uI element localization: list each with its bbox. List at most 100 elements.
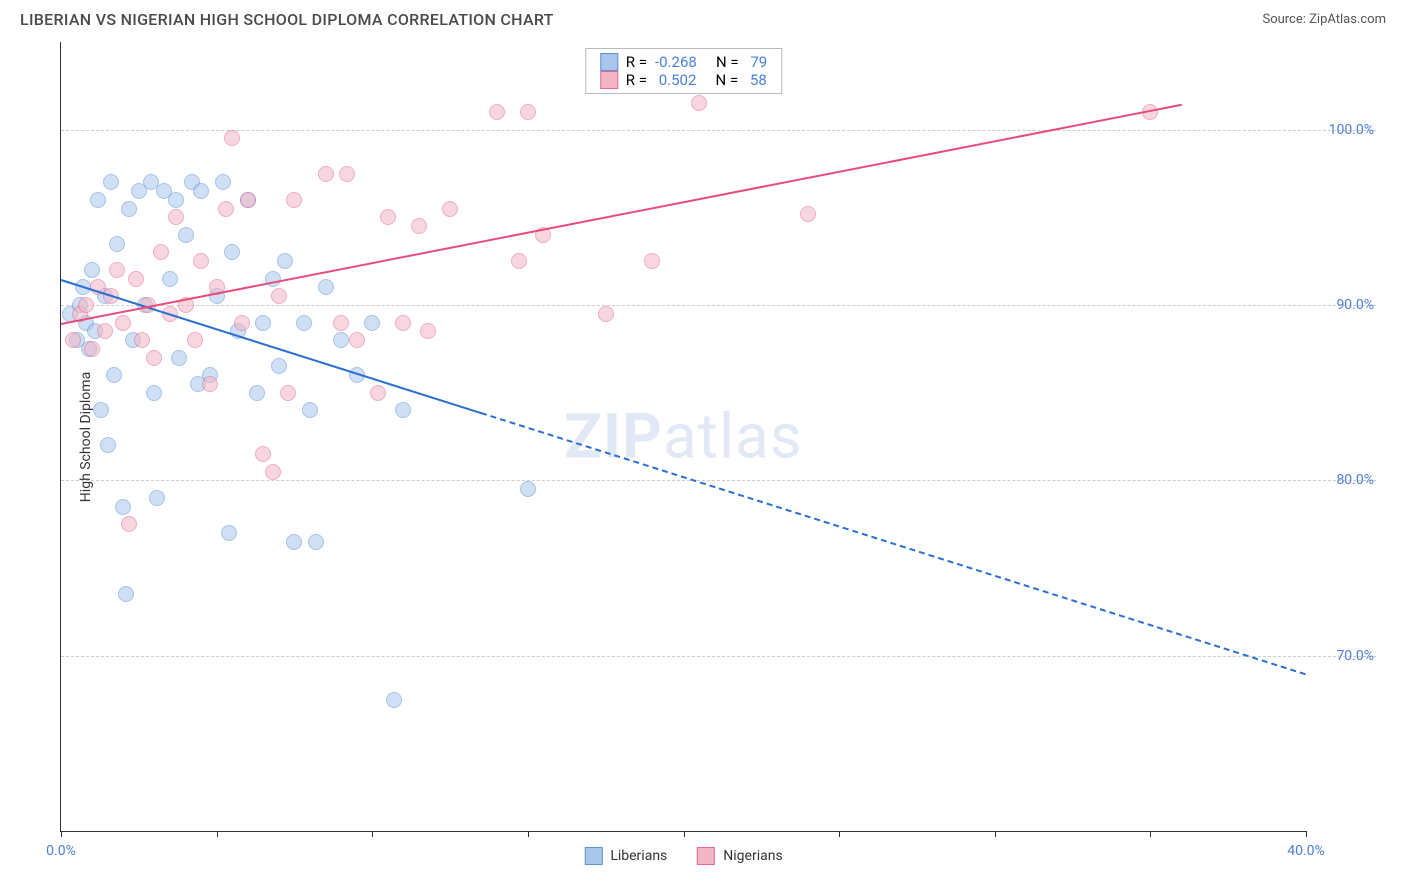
grid-line	[61, 480, 1376, 481]
data-point	[121, 516, 137, 532]
legend-swatch	[697, 847, 715, 865]
legend-n-value: 58	[746, 71, 767, 89]
data-point	[395, 402, 411, 418]
data-point	[411, 218, 427, 234]
x-tick-mark	[372, 831, 373, 837]
data-point	[118, 586, 134, 602]
legend-label: Liberians	[610, 848, 667, 864]
trend-line	[481, 412, 1306, 675]
x-tick-mark	[684, 831, 685, 837]
x-tick-mark	[1150, 831, 1151, 837]
data-point	[380, 209, 396, 225]
data-point	[115, 315, 131, 331]
data-point	[255, 446, 271, 462]
data-point	[178, 227, 194, 243]
chart-title: LIBERIAN VS NIGERIAN HIGH SCHOOL DIPLOMA…	[20, 10, 554, 29]
data-point	[339, 166, 355, 182]
data-point	[333, 332, 349, 348]
data-point	[296, 315, 312, 331]
x-tick-label: 0.0%	[46, 843, 76, 859]
legend-n-label: N =	[704, 71, 738, 89]
data-point	[149, 490, 165, 506]
data-point	[202, 376, 218, 392]
x-tick-mark	[839, 831, 840, 837]
data-point	[193, 183, 209, 199]
data-point	[78, 297, 94, 313]
data-point	[511, 253, 527, 269]
data-point	[420, 323, 436, 339]
data-point	[520, 481, 536, 497]
data-point	[103, 174, 119, 190]
legend-label: Nigerians	[723, 848, 782, 864]
data-point	[97, 323, 113, 339]
data-point	[93, 402, 109, 418]
data-point	[255, 315, 271, 331]
legend-r-value: 0.502	[655, 71, 696, 89]
data-point	[224, 130, 240, 146]
data-point	[84, 341, 100, 357]
legend-r-label: R =	[626, 71, 647, 89]
data-point	[106, 367, 122, 383]
x-tick-label: 40.0%	[1287, 843, 1325, 859]
watermark: ZIPatlas	[564, 400, 803, 473]
data-point	[249, 385, 265, 401]
y-tick-label: 100.0%	[1329, 122, 1374, 138]
legend-swatch	[600, 53, 618, 71]
data-point	[277, 253, 293, 269]
data-point	[221, 525, 237, 541]
data-point	[153, 244, 169, 260]
data-point	[84, 262, 100, 278]
legend-item: Nigerians	[697, 847, 782, 865]
y-axis-title: High School Diploma	[78, 371, 94, 501]
data-point	[168, 192, 184, 208]
legend-swatch	[584, 847, 602, 865]
scatter-chart: High School Diploma ZIPatlas R = -0.268 N…	[60, 42, 1306, 832]
legend-n-value: 79	[747, 53, 768, 71]
legend-r-label: R =	[626, 53, 647, 71]
data-point	[442, 201, 458, 217]
x-tick-mark	[995, 831, 996, 837]
x-tick-mark	[1306, 831, 1307, 837]
grid-line	[61, 305, 1376, 306]
x-tick-mark	[217, 831, 218, 837]
data-point	[318, 279, 334, 295]
data-point	[598, 306, 614, 322]
data-point	[240, 192, 256, 208]
data-point	[364, 315, 380, 331]
data-point	[171, 350, 187, 366]
data-point	[286, 534, 302, 550]
data-point	[65, 332, 81, 348]
data-point	[134, 332, 150, 348]
data-point	[370, 385, 386, 401]
data-point	[302, 402, 318, 418]
data-point	[489, 104, 505, 120]
data-point	[193, 253, 209, 269]
watermark-rest: atlas	[663, 400, 803, 473]
data-point	[644, 253, 660, 269]
legend-n-label: N =	[705, 53, 739, 71]
data-point	[271, 358, 287, 374]
data-point	[520, 104, 536, 120]
data-point	[234, 315, 250, 331]
data-point	[218, 201, 234, 217]
grid-line	[61, 656, 1376, 657]
y-tick-label: 70.0%	[1336, 648, 1374, 664]
data-point	[271, 288, 287, 304]
data-point	[168, 209, 184, 225]
data-point	[128, 271, 144, 287]
data-point	[800, 206, 816, 222]
legend-r-value: -0.268	[655, 53, 697, 71]
data-point	[215, 174, 231, 190]
data-point	[395, 315, 411, 331]
series-legend: Liberians Nigerians	[584, 847, 782, 865]
correlation-legend: R =-0.268 N = 79R = 0.502 N = 58	[585, 48, 782, 94]
legend-row: R = 0.502 N = 58	[600, 71, 767, 89]
data-point	[308, 534, 324, 550]
data-point	[333, 315, 349, 331]
data-point	[286, 192, 302, 208]
legend-item: Liberians	[584, 847, 667, 865]
data-point	[121, 201, 137, 217]
data-point	[146, 350, 162, 366]
y-tick-label: 90.0%	[1336, 297, 1374, 313]
data-point	[187, 332, 203, 348]
